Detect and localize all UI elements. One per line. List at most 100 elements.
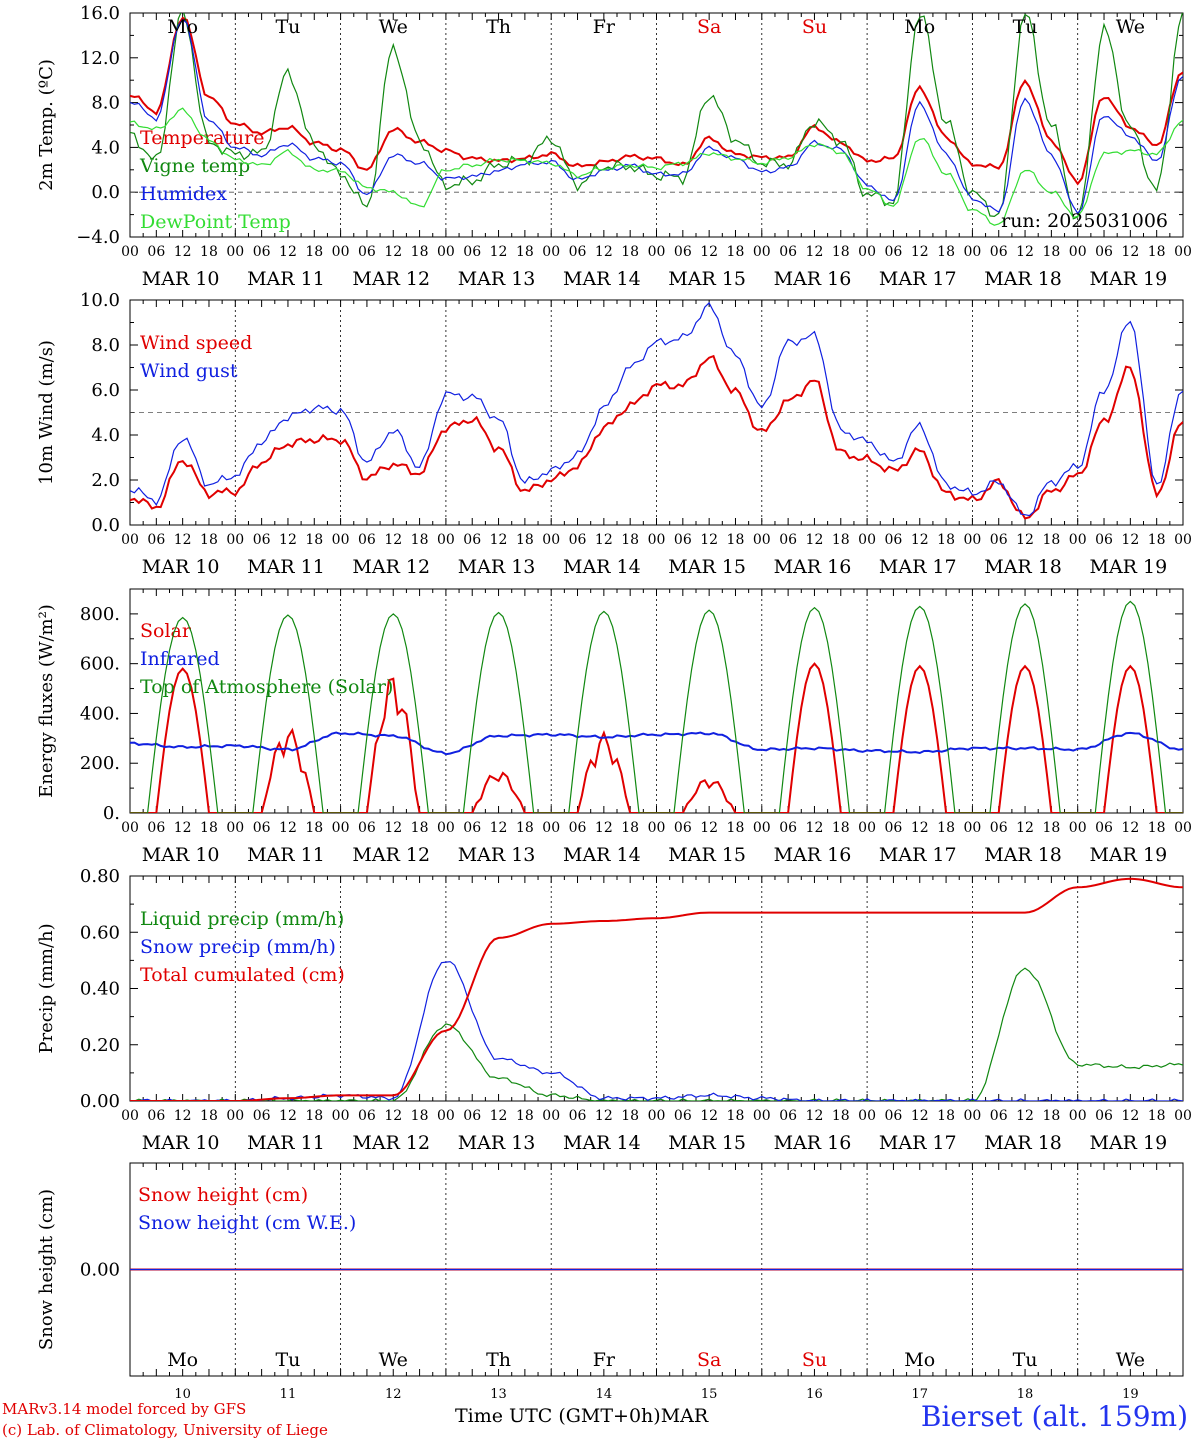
date-label: MAR 14	[563, 1132, 641, 1154]
series-line-vigne-temp	[130, 13, 1183, 220]
y-tick-label: 0.00	[80, 1091, 120, 1112]
day-abbrev: We	[1116, 1349, 1145, 1371]
y-tick-label: 0.0	[91, 515, 120, 536]
date-label: MAR 11	[247, 844, 325, 866]
hour-label: 12	[911, 532, 929, 548]
series-line-total-cumulated-cm-	[130, 877, 1183, 1101]
hour-label: 00	[437, 820, 455, 836]
day-abbrev: Fr	[593, 16, 616, 38]
hour-label: 00	[332, 244, 350, 260]
hour-label: 06	[885, 532, 903, 548]
hour-label: 06	[779, 820, 797, 836]
hour-label: 12	[174, 1108, 192, 1124]
date-label: MAR 17	[879, 268, 957, 290]
y-tick-label: 16.0	[80, 3, 120, 24]
date-label: MAR 12	[352, 1132, 430, 1154]
hour-label: 00	[437, 1108, 455, 1124]
hour-label: 06	[569, 820, 587, 836]
panel-4	[129, 875, 1184, 1102]
hour-label: 18	[516, 820, 534, 836]
date-label: MAR 12	[352, 844, 430, 866]
hour-label: 06	[569, 1108, 587, 1124]
hour-label: 18	[937, 820, 955, 836]
hour-label: 18	[937, 1108, 955, 1124]
hour-label: 12	[490, 820, 508, 836]
date-label: MAR 19	[1089, 268, 1167, 290]
hour-label: 18	[832, 820, 850, 836]
hour-label: 12	[1016, 244, 1034, 260]
y-tick-label: 600.	[80, 654, 120, 675]
hour-label: 18	[1042, 820, 1060, 836]
date-label: MAR 18	[984, 844, 1062, 866]
date-label: MAR 13	[458, 844, 536, 866]
hour-label: 06	[674, 820, 692, 836]
model-credit: MARv3.14 model forced by GFS	[2, 1400, 247, 1418]
hour-label: 06	[147, 244, 165, 260]
hour-label: 18	[305, 532, 323, 548]
day-number: 13	[490, 1387, 507, 1402]
hour-label: 06	[463, 532, 481, 548]
series-line-top-of-atmosphere-solar-	[130, 600, 1183, 813]
series-line-humidex	[130, 18, 1183, 215]
day-number: 19	[1122, 1387, 1139, 1402]
hour-label: 18	[305, 820, 323, 836]
series-line-wind-gust	[130, 301, 1183, 517]
day-number: 17	[911, 1387, 928, 1402]
y-tick-label: 0.80	[80, 866, 120, 887]
date-label: MAR 16	[774, 844, 852, 866]
hour-label: 12	[806, 820, 824, 836]
legend-entry: Temperature	[140, 127, 264, 149]
hour-label: 18	[1148, 244, 1166, 260]
hour-label: 12	[174, 820, 192, 836]
hour-label: 12	[700, 820, 718, 836]
day-abbrev: Mo	[167, 16, 198, 38]
hour-label: 06	[463, 820, 481, 836]
hour-label: 18	[1148, 1108, 1166, 1124]
date-label: MAR 15	[668, 556, 746, 578]
hour-label: 12	[1121, 244, 1139, 260]
y-tick-label: 800.	[80, 604, 120, 625]
hour-label: 00	[226, 1108, 244, 1124]
hour-label: 00	[332, 820, 350, 836]
hour-label: 00	[753, 820, 771, 836]
hour-label: 12	[279, 532, 297, 548]
day-abbrev: Th	[486, 1349, 511, 1371]
hour-label: 12	[279, 244, 297, 260]
panel-3	[129, 588, 1184, 814]
hour-label: 12	[595, 820, 613, 836]
hour-label: 18	[516, 532, 534, 548]
hour-label: 00	[1069, 820, 1087, 836]
y-tick-label: 200.	[80, 753, 120, 774]
hour-label: 18	[305, 1108, 323, 1124]
y-axis-label: Precip (mm/h)	[36, 923, 57, 1053]
hour-label: 12	[1121, 820, 1139, 836]
hour-label: 06	[463, 244, 481, 260]
y-axis-label: 2m Temp. (ºC)	[36, 59, 57, 191]
date-label: MAR 18	[984, 268, 1062, 290]
hour-label: 00	[753, 244, 771, 260]
hour-label: 06	[253, 820, 271, 836]
hour-label: 12	[1121, 1108, 1139, 1124]
hour-label: 06	[358, 244, 376, 260]
day-abbrev: Mo	[904, 16, 935, 38]
hour-label: 06	[1095, 244, 1113, 260]
hour-label: 00	[1174, 244, 1192, 260]
hour-label: 18	[200, 1108, 218, 1124]
hour-label: 12	[700, 1108, 718, 1124]
hour-label: 18	[200, 532, 218, 548]
date-label: MAR 19	[1089, 844, 1167, 866]
y-tick-label: 4.0	[91, 137, 120, 158]
hour-label: 06	[147, 820, 165, 836]
hour-label: 06	[569, 532, 587, 548]
hour-label: 00	[858, 1108, 876, 1124]
hour-label: 12	[1016, 820, 1034, 836]
y-tick-label: 0.60	[80, 922, 120, 943]
hour-label: 00	[542, 820, 560, 836]
hour-label: 00	[648, 532, 666, 548]
day-abbrev: We	[1116, 16, 1145, 38]
date-label: MAR 13	[458, 268, 536, 290]
hour-label: 18	[411, 820, 429, 836]
day-abbrev: Mo	[167, 1349, 198, 1371]
hour-label: 06	[253, 1108, 271, 1124]
date-label: MAR 14	[563, 844, 641, 866]
